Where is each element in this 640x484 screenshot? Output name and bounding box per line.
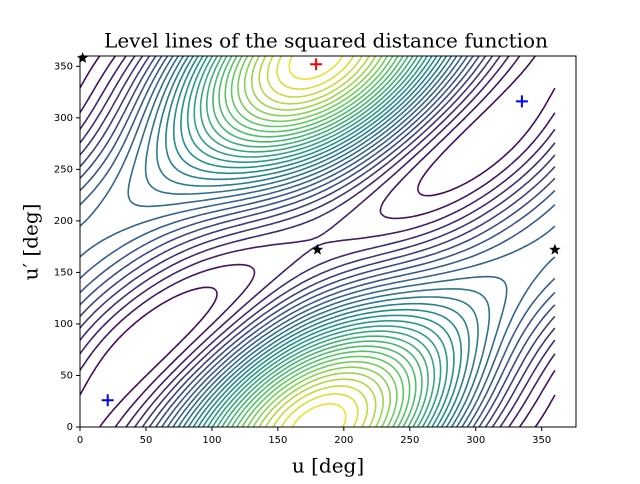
y-tick-label: 250 [54,164,73,175]
plus-marker [101,394,114,407]
star-marker [76,52,89,63]
plus-marker [515,95,528,108]
contour-line [144,56,491,427]
y-tick-label: 0 [67,422,73,433]
contour-line [237,56,398,427]
contour-line [266,56,369,427]
y-tick-label: 300 [54,113,73,124]
star-marker [311,243,324,255]
contour-line [224,56,411,427]
contour-line [80,56,556,427]
x-tick-label: 150 [268,435,287,446]
x-tick-label: 350 [532,435,551,446]
contour-line [186,56,448,427]
contour-line [250,56,384,427]
x-axis-label: u [deg] [292,454,364,478]
contour-line [80,56,556,427]
x-tick-label: 300 [466,435,485,446]
x-tick-label: 0 [77,435,83,446]
y-tick-label: 200 [54,216,73,227]
contour-line [243,56,391,427]
plot-frame [79,55,577,428]
x-tick-label: 100 [202,435,221,446]
contour-line [80,56,556,427]
y-tick-label: 100 [54,319,73,330]
y-tick-label: 350 [54,61,73,72]
contour-line [80,56,556,427]
contours [80,56,556,427]
y-tick-label: 150 [54,267,73,278]
y-tick-label: 50 [60,370,73,381]
x-tick-label: 50 [140,435,153,446]
contour-line [180,56,455,427]
contour-line [212,56,423,427]
contour-line [199,56,436,427]
star-marker [549,243,561,255]
x-tick-label: 200 [334,435,353,446]
plus-marker [310,58,323,71]
contour-line [156,56,479,427]
contour-line [193,56,442,427]
contour-line [80,56,556,427]
contour-line [288,56,347,427]
contour-line [218,56,417,427]
x-tick-label: 250 [400,435,419,446]
contour-line [165,56,470,427]
contour-line [80,56,556,427]
y-axis-label: u′ [deg] [19,204,43,281]
chart-title: Level lines of the squared distance func… [104,29,548,53]
